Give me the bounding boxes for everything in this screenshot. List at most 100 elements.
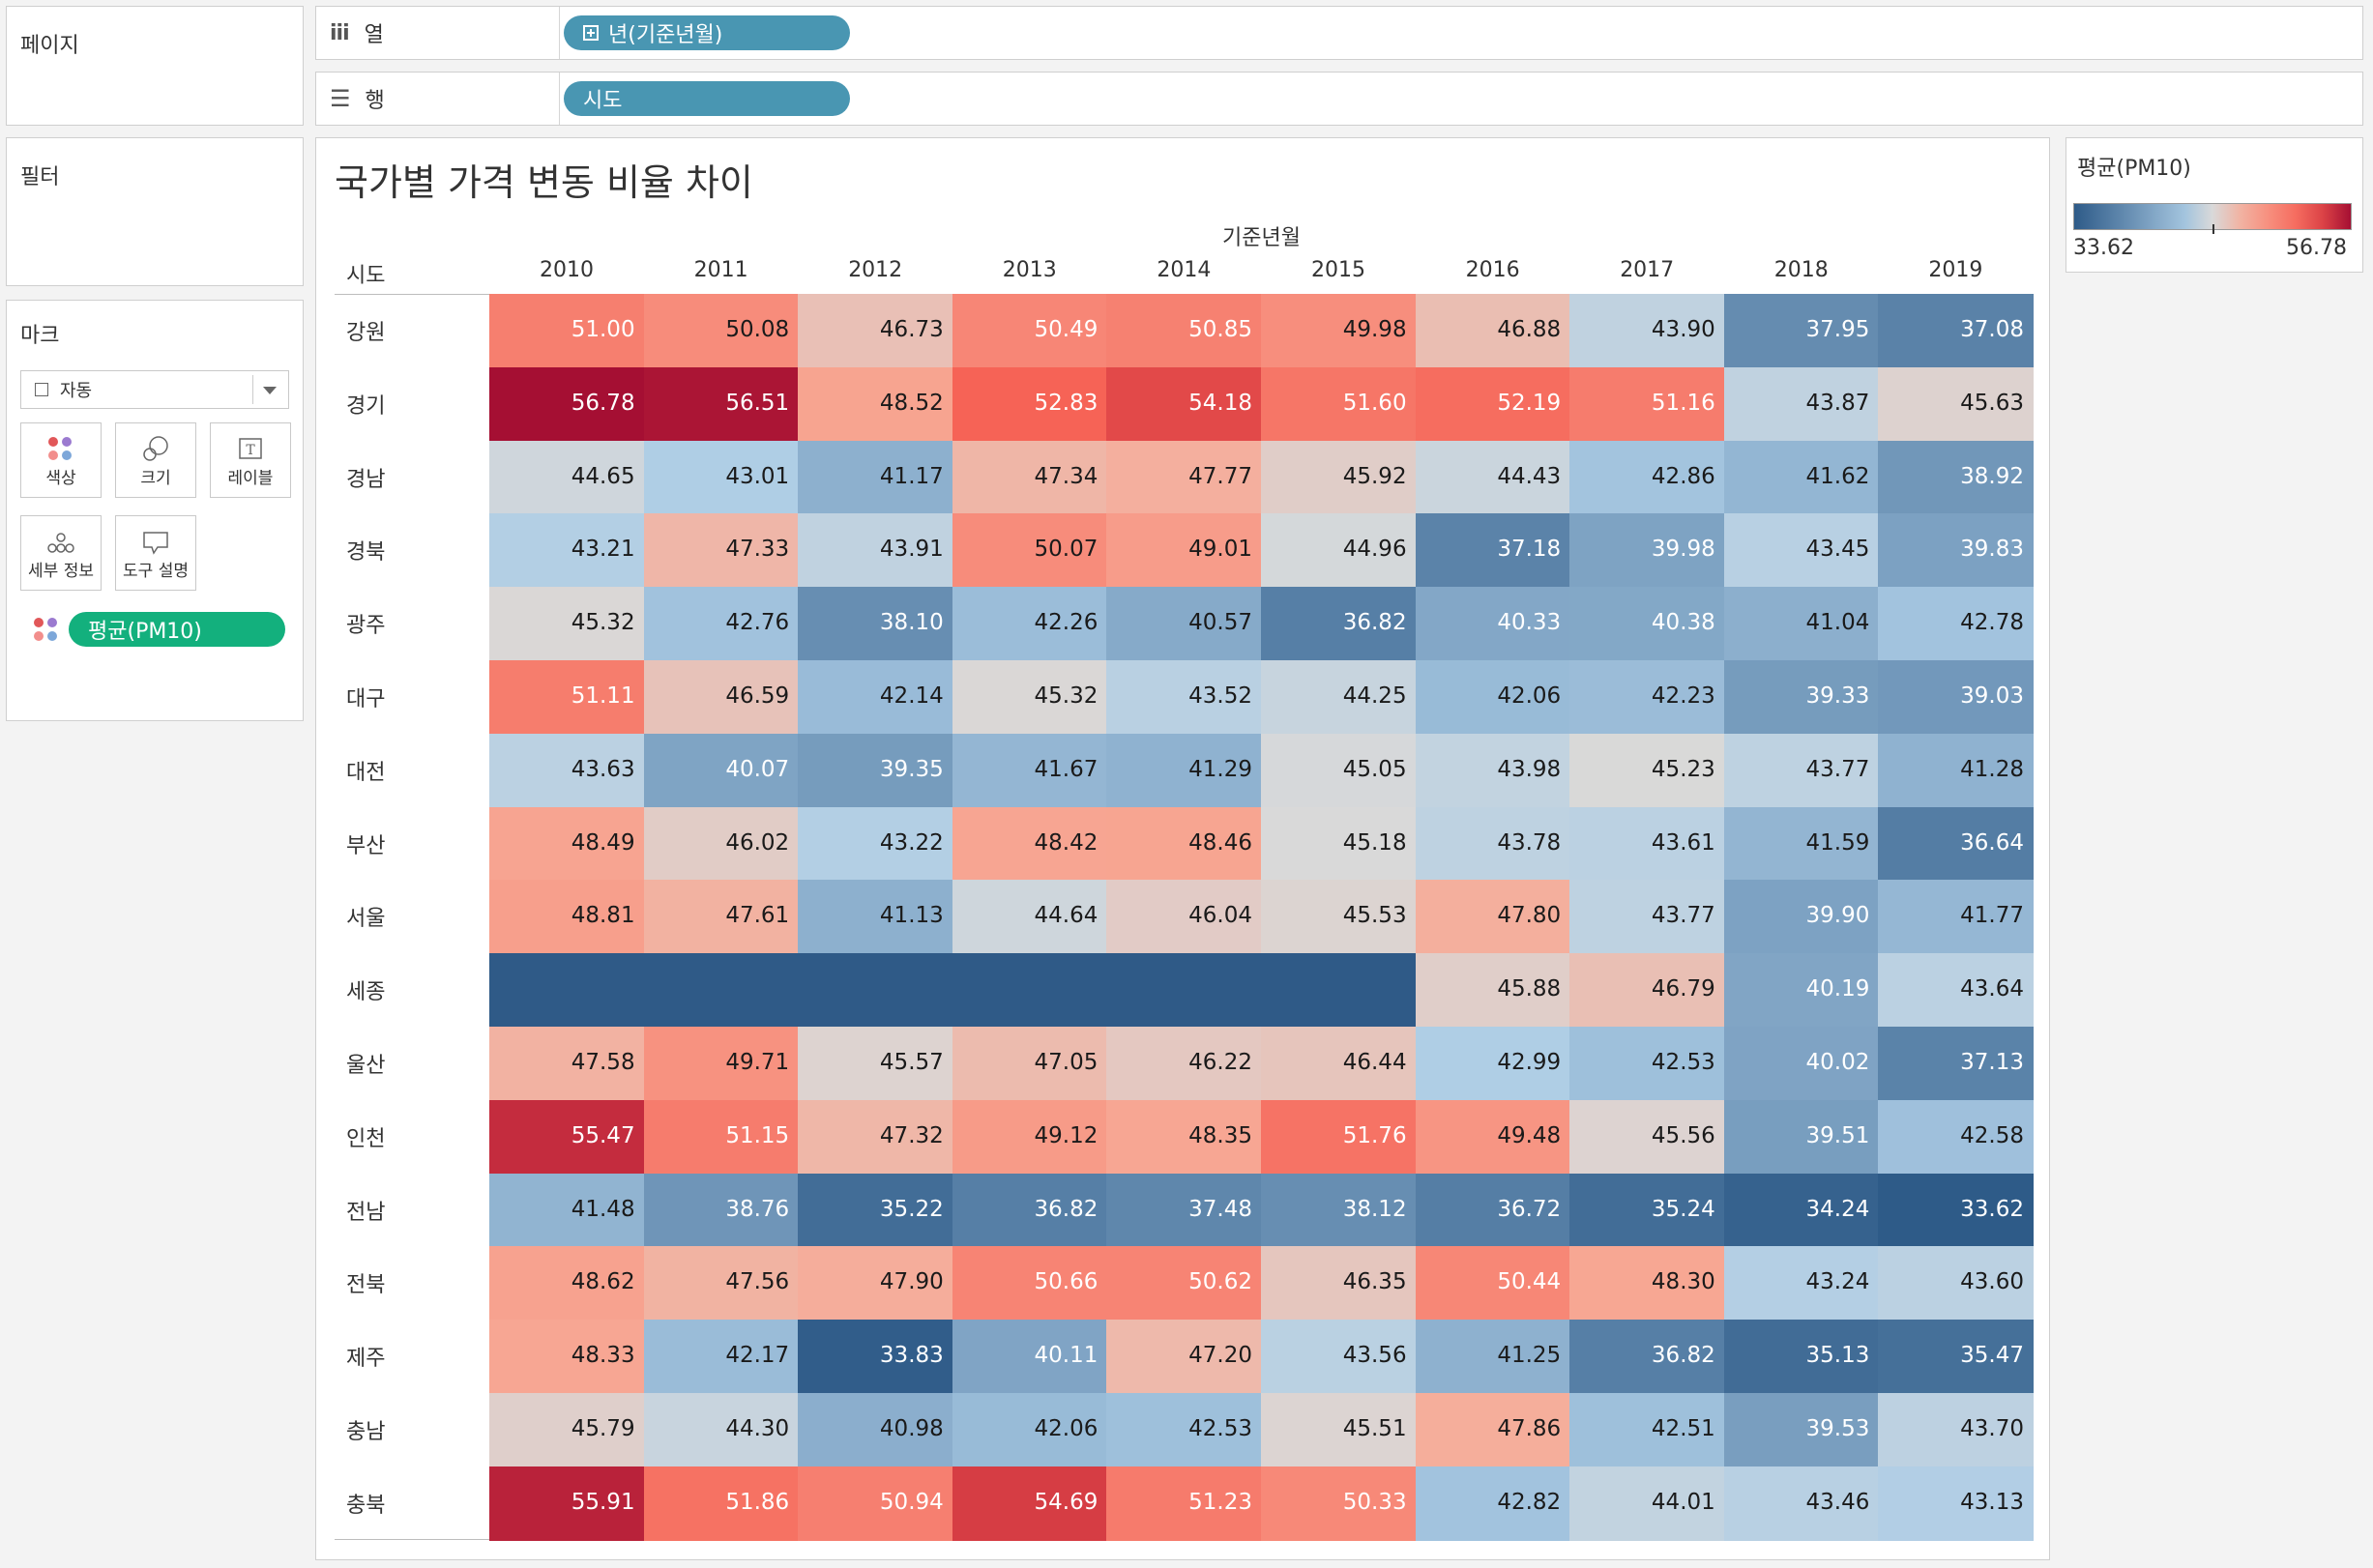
heatmap-cell[interactable]: 46.88 bbox=[1415, 294, 1571, 368]
heatmap-cell[interactable]: 36.64 bbox=[1878, 806, 2034, 882]
heatmap-cell[interactable]: 44.96 bbox=[1261, 513, 1417, 589]
heatmap-cell[interactable]: 40.11 bbox=[952, 1320, 1108, 1394]
heatmap-cell[interactable]: 50.49 bbox=[952, 294, 1108, 368]
heatmap-cell[interactable]: 40.33 bbox=[1415, 587, 1571, 661]
heatmap-cell[interactable]: 42.51 bbox=[1569, 1393, 1725, 1467]
heatmap-cell[interactable]: 46.22 bbox=[1106, 1027, 1262, 1101]
heatmap-cell[interactable]: 42.99 bbox=[1415, 1027, 1571, 1101]
heatmap-cell[interactable]: 47.77 bbox=[1106, 440, 1262, 515]
heatmap-cell[interactable]: 43.21 bbox=[489, 513, 645, 589]
heatmap-cell[interactable]: 48.62 bbox=[489, 1246, 645, 1321]
heatmap-cell[interactable]: 54.18 bbox=[1106, 366, 1262, 442]
heatmap-cell[interactable]: 41.17 bbox=[798, 440, 953, 515]
heatmap-cell[interactable]: 46.02 bbox=[643, 806, 800, 882]
heatmap-cell[interactable]: 48.52 bbox=[798, 366, 953, 442]
heatmap-cell[interactable]: 39.03 bbox=[1878, 660, 2034, 735]
heatmap-cell[interactable]: 43.61 bbox=[1569, 806, 1725, 882]
heatmap-cell[interactable]: 49.01 bbox=[1106, 513, 1262, 589]
heatmap-cell[interactable]: 43.01 bbox=[643, 440, 800, 515]
heatmap-cell[interactable]: 51.00 bbox=[489, 294, 645, 368]
heatmap-cell[interactable]: 42.17 bbox=[643, 1320, 800, 1394]
heatmap-cell[interactable]: 49.71 bbox=[643, 1027, 800, 1101]
heatmap-cell[interactable]: 47.33 bbox=[643, 513, 800, 589]
heatmap-null-block[interactable] bbox=[489, 953, 1417, 1028]
heatmap-cell[interactable]: 42.82 bbox=[1415, 1466, 1571, 1541]
heatmap-cell[interactable]: 43.87 bbox=[1723, 366, 1880, 442]
heatmap-cell[interactable]: 43.24 bbox=[1723, 1246, 1880, 1321]
heatmap-cell[interactable]: 45.53 bbox=[1261, 880, 1417, 955]
heatmap-cell[interactable]: 41.13 bbox=[798, 880, 953, 955]
heatmap-cell[interactable]: 47.56 bbox=[643, 1246, 800, 1321]
heatmap-cell[interactable]: 44.30 bbox=[643, 1393, 800, 1467]
heatmap-cell[interactable]: 50.62 bbox=[1106, 1246, 1262, 1321]
pages-shelf[interactable]: 페이지 bbox=[6, 6, 304, 126]
heatmap-cell[interactable]: 39.33 bbox=[1723, 660, 1880, 735]
heatmap-cell[interactable]: 34.24 bbox=[1723, 1173, 1880, 1248]
heatmap-cell[interactable]: 51.11 bbox=[489, 660, 645, 735]
heatmap-cell[interactable]: 43.63 bbox=[489, 733, 645, 808]
heatmap-cell[interactable]: 37.13 bbox=[1878, 1027, 2034, 1101]
heatmap-cell[interactable]: 36.82 bbox=[1569, 1320, 1725, 1394]
heatmap-cell[interactable]: 46.04 bbox=[1106, 880, 1262, 955]
heatmap-cell[interactable]: 38.76 bbox=[643, 1173, 800, 1248]
heatmap-cell[interactable]: 41.04 bbox=[1723, 587, 1880, 661]
heatmap-cell[interactable]: 36.72 bbox=[1415, 1173, 1571, 1248]
heatmap-cell[interactable]: 45.79 bbox=[489, 1393, 645, 1467]
heatmap-cell[interactable]: 51.76 bbox=[1261, 1099, 1417, 1175]
heatmap-cell[interactable]: 49.12 bbox=[952, 1099, 1108, 1175]
heatmap-cell[interactable]: 37.95 bbox=[1723, 294, 1880, 368]
rows-pill-sido[interactable]: 시도 bbox=[564, 81, 850, 116]
heatmap-cell[interactable]: 43.77 bbox=[1569, 880, 1725, 955]
heatmap-cell[interactable]: 36.82 bbox=[1261, 587, 1417, 661]
size-button[interactable]: 크기 bbox=[115, 422, 196, 498]
heatmap-cell[interactable]: 41.67 bbox=[952, 733, 1108, 808]
heatmap-cell[interactable]: 41.48 bbox=[489, 1173, 645, 1248]
heatmap-cell[interactable]: 48.81 bbox=[489, 880, 645, 955]
heatmap-cell[interactable]: 38.10 bbox=[798, 587, 953, 661]
heatmap-cell[interactable]: 45.23 bbox=[1569, 733, 1725, 808]
tooltip-button[interactable]: 도구 설명 bbox=[115, 515, 196, 591]
heatmap-cell[interactable]: 44.01 bbox=[1569, 1466, 1725, 1541]
heatmap-cell[interactable]: 46.73 bbox=[798, 294, 953, 368]
heatmap-cell[interactable]: 40.02 bbox=[1723, 1027, 1880, 1101]
heatmap-cell[interactable]: 44.43 bbox=[1415, 440, 1571, 515]
heatmap-cell[interactable]: 41.59 bbox=[1723, 806, 1880, 882]
heatmap-cell[interactable]: 46.59 bbox=[643, 660, 800, 735]
heatmap-cell[interactable]: 56.78 bbox=[489, 366, 645, 442]
columns-shelf[interactable]: iii 열 년(기준년월) bbox=[315, 6, 2363, 60]
heatmap-cell[interactable]: 43.60 bbox=[1878, 1246, 2034, 1321]
heatmap-cell[interactable]: 43.98 bbox=[1415, 733, 1571, 808]
heatmap-cell[interactable]: 54.69 bbox=[952, 1466, 1108, 1541]
heatmap-cell[interactable]: 52.83 bbox=[952, 366, 1108, 442]
heatmap-cell[interactable]: 40.57 bbox=[1106, 587, 1262, 661]
heatmap-cell[interactable]: 43.46 bbox=[1723, 1466, 1880, 1541]
heatmap-cell[interactable]: 41.29 bbox=[1106, 733, 1262, 808]
heatmap-cell[interactable]: 50.33 bbox=[1261, 1466, 1417, 1541]
heatmap-cell[interactable]: 45.92 bbox=[1261, 440, 1417, 515]
heatmap-cell[interactable]: 35.24 bbox=[1569, 1173, 1725, 1248]
heatmap-cell[interactable]: 52.19 bbox=[1415, 366, 1571, 442]
expand-plus-icon[interactable] bbox=[583, 25, 599, 41]
heatmap-cell[interactable]: 39.53 bbox=[1723, 1393, 1880, 1467]
heatmap-cell[interactable]: 43.13 bbox=[1878, 1466, 2034, 1541]
heatmap-cell[interactable]: 50.44 bbox=[1415, 1246, 1571, 1321]
heatmap-cell[interactable]: 42.06 bbox=[1415, 660, 1571, 735]
heatmap-cell[interactable]: 43.52 bbox=[1106, 660, 1262, 735]
heatmap-cell[interactable]: 39.35 bbox=[798, 733, 953, 808]
heatmap-cell[interactable]: 46.35 bbox=[1261, 1246, 1417, 1321]
heatmap-cell[interactable]: 48.30 bbox=[1569, 1246, 1725, 1321]
heatmap-cell[interactable]: 45.05 bbox=[1261, 733, 1417, 808]
heatmap-cell[interactable]: 37.18 bbox=[1415, 513, 1571, 589]
heatmap-cell[interactable]: 42.53 bbox=[1569, 1027, 1725, 1101]
heatmap-cell[interactable]: 50.07 bbox=[952, 513, 1108, 589]
rows-shelf[interactable]: ☰ 행 시도 bbox=[315, 72, 2363, 126]
heatmap-cell[interactable]: 43.45 bbox=[1723, 513, 1880, 589]
label-button[interactable]: T 레이블 bbox=[210, 422, 291, 498]
heatmap-cell[interactable]: 51.23 bbox=[1106, 1466, 1262, 1541]
heatmap-cell[interactable]: 56.51 bbox=[643, 366, 800, 442]
heatmap-cell[interactable]: 49.48 bbox=[1415, 1099, 1571, 1175]
heatmap-cell[interactable]: 43.90 bbox=[1569, 294, 1725, 368]
heatmap-cell[interactable]: 33.83 bbox=[798, 1320, 953, 1394]
heatmap-cell[interactable]: 45.32 bbox=[952, 660, 1108, 735]
heatmap-cell[interactable]: 44.64 bbox=[952, 880, 1108, 955]
